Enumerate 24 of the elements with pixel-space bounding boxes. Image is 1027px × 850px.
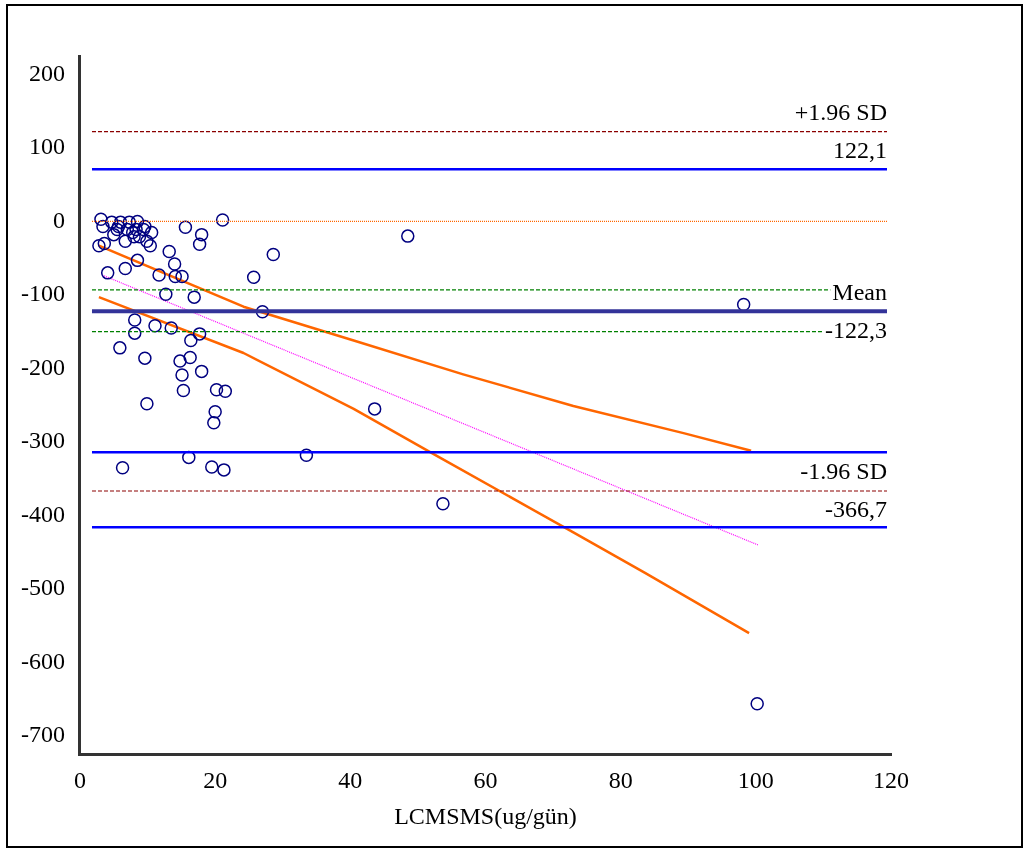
x-tick-label: 100: [737, 767, 774, 794]
x-tick-label: 0: [73, 767, 86, 794]
ref-line-label: -1.96 SD: [800, 458, 887, 485]
x-tick-label: 60: [473, 767, 498, 794]
x-tick-label: 120: [873, 767, 909, 794]
y-tick-label: 0: [52, 206, 65, 233]
y-tick-label: 100: [28, 133, 65, 160]
ref-line-label: Mean: [832, 278, 887, 305]
y-tick-label: -300: [20, 427, 65, 454]
x-tick-label: 80: [608, 767, 633, 794]
ref-line-label: +1.96 SD: [794, 98, 887, 125]
y-tick-label: 200: [28, 59, 65, 86]
annotation: -366,7: [825, 496, 887, 523]
x-tick-label: 20: [203, 767, 228, 794]
y-tick-label: -200: [20, 353, 65, 380]
y-tick-label: -400: [20, 500, 65, 527]
y-tick-label: -100: [20, 280, 65, 307]
y-tick-label: -500: [20, 574, 65, 601]
y-tick-label: -700: [20, 721, 65, 748]
annotation: -122,3: [825, 316, 887, 343]
annotation: 122,1: [833, 136, 887, 163]
y-tick-label: -600: [20, 647, 65, 674]
x-axis-title: LCMSMS(ug/gün): [394, 802, 577, 829]
x-tick-label: 40: [338, 767, 363, 794]
